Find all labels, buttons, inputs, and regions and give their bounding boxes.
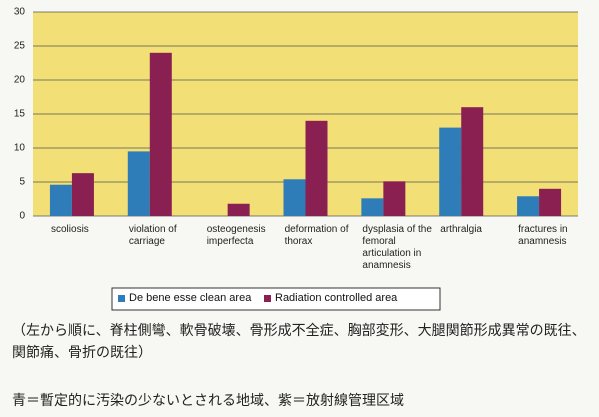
y-tick-label: 0 <box>19 211 25 222</box>
legend-swatch <box>118 295 125 302</box>
x-tick-label: dysplasia of the femoral articulation in… <box>362 224 432 271</box>
bar <box>149 52 172 216</box>
bar <box>383 181 406 216</box>
x-tick-label: deformation of thorax <box>284 224 349 247</box>
bar <box>283 179 306 216</box>
y-tick-label: 5 <box>19 177 25 188</box>
note: 青＝暫定的に汚染の少ないとされる地域、紫＝放射線管理区域 <box>12 393 404 409</box>
bar <box>305 120 328 216</box>
y-tick-label: 30 <box>14 7 26 18</box>
bar <box>361 198 384 216</box>
y-tick-label: 25 <box>14 41 26 52</box>
x-tick-label: violation of carriage <box>128 224 177 247</box>
y-tick-label: 10 <box>14 143 26 154</box>
legend-swatch <box>264 295 271 302</box>
bar <box>439 127 462 216</box>
x-tick-label: scoliosis <box>51 224 89 235</box>
x-tick-label: osteogenesis imperfecta <box>206 224 266 247</box>
bar <box>517 196 540 216</box>
bar <box>127 151 150 216</box>
bar <box>539 188 562 216</box>
caption: （左から順に、脊柱側彎、軟骨破壊、骨形成不全症、胸部変形、大腿関節形成異常の既往… <box>12 323 586 361</box>
y-tick-label: 15 <box>14 109 26 120</box>
x-tick-label: arthralgia <box>440 224 482 235</box>
legend-label: De bene esse clean area <box>129 292 252 304</box>
bar <box>461 107 484 216</box>
bar <box>71 173 94 216</box>
legend-box <box>111 287 441 311</box>
y-tick-label: 20 <box>14 75 26 86</box>
x-tick-label: fractures in anamnesis <box>518 224 568 247</box>
bar <box>49 184 72 216</box>
bar <box>227 203 250 216</box>
legend-label: Radiation controlled area <box>275 292 398 304</box>
